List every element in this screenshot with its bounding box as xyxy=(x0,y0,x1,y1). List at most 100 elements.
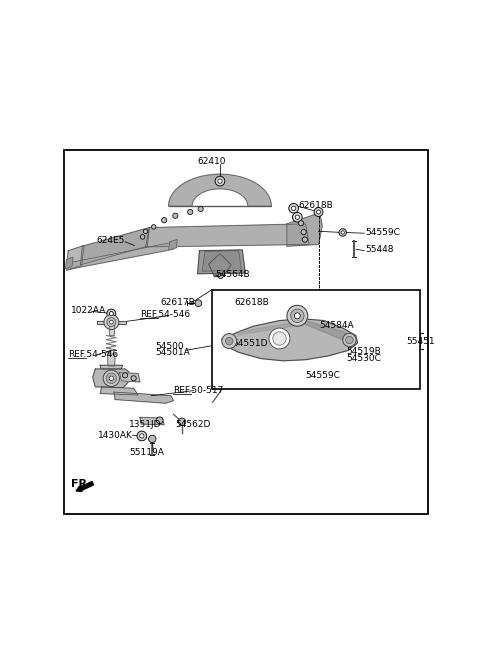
Polygon shape xyxy=(198,250,245,274)
Text: 54501A: 54501A xyxy=(155,348,190,357)
Polygon shape xyxy=(67,246,84,271)
Polygon shape xyxy=(145,224,309,247)
Polygon shape xyxy=(108,354,115,366)
Circle shape xyxy=(301,229,306,235)
Circle shape xyxy=(314,208,323,216)
Circle shape xyxy=(215,176,225,186)
Circle shape xyxy=(287,306,308,327)
Polygon shape xyxy=(100,387,138,395)
Text: 54500: 54500 xyxy=(155,342,183,351)
Circle shape xyxy=(341,231,344,234)
Circle shape xyxy=(339,229,347,236)
Polygon shape xyxy=(222,319,358,361)
Circle shape xyxy=(140,434,144,438)
Text: 54562D: 54562D xyxy=(175,420,211,429)
Polygon shape xyxy=(168,240,177,250)
Text: 54584A: 54584A xyxy=(320,321,354,330)
Circle shape xyxy=(144,229,148,234)
Circle shape xyxy=(107,317,116,327)
Polygon shape xyxy=(81,227,149,265)
Circle shape xyxy=(316,210,321,214)
Circle shape xyxy=(269,328,290,349)
Polygon shape xyxy=(140,417,164,425)
Polygon shape xyxy=(93,369,130,388)
Circle shape xyxy=(289,204,299,213)
Polygon shape xyxy=(202,251,241,271)
Circle shape xyxy=(156,417,163,424)
Polygon shape xyxy=(209,254,231,277)
Circle shape xyxy=(343,333,356,347)
Circle shape xyxy=(104,315,119,330)
Circle shape xyxy=(109,376,114,380)
Text: REF.54-546: REF.54-546 xyxy=(68,350,118,359)
Circle shape xyxy=(292,212,302,222)
Circle shape xyxy=(148,435,156,443)
Polygon shape xyxy=(287,215,322,246)
Text: 54559C: 54559C xyxy=(305,371,340,380)
Text: 54559C: 54559C xyxy=(365,227,400,237)
Text: 54519B: 54519B xyxy=(347,347,381,356)
Circle shape xyxy=(319,371,322,374)
Text: 1430AK: 1430AK xyxy=(98,431,133,440)
Text: FR.: FR. xyxy=(71,480,92,489)
Circle shape xyxy=(198,206,203,212)
Text: 54564B: 54564B xyxy=(216,269,250,279)
Polygon shape xyxy=(114,392,173,403)
Text: 62618B: 62618B xyxy=(234,298,269,307)
Text: 624E5: 624E5 xyxy=(96,236,125,245)
Circle shape xyxy=(226,337,233,345)
Circle shape xyxy=(290,309,304,323)
Circle shape xyxy=(291,206,296,210)
Circle shape xyxy=(109,320,113,324)
Circle shape xyxy=(140,235,145,239)
Circle shape xyxy=(246,296,252,302)
Circle shape xyxy=(173,213,178,218)
Text: 54530C: 54530C xyxy=(347,353,381,363)
Polygon shape xyxy=(168,174,271,206)
Circle shape xyxy=(294,313,300,319)
Circle shape xyxy=(222,334,237,348)
Circle shape xyxy=(302,237,307,242)
Circle shape xyxy=(188,210,193,215)
Polygon shape xyxy=(239,321,305,335)
Text: 62410: 62410 xyxy=(198,157,226,166)
Circle shape xyxy=(137,431,147,441)
Circle shape xyxy=(106,373,117,384)
Circle shape xyxy=(295,215,300,219)
Circle shape xyxy=(152,225,156,229)
Circle shape xyxy=(109,311,113,315)
Circle shape xyxy=(341,338,346,342)
Bar xyxy=(212,290,420,390)
Circle shape xyxy=(103,370,120,386)
Polygon shape xyxy=(305,321,347,340)
Circle shape xyxy=(218,273,223,279)
Circle shape xyxy=(316,369,324,377)
Text: REF.54-546: REF.54-546 xyxy=(140,310,190,319)
Circle shape xyxy=(273,332,286,345)
Text: 62618B: 62618B xyxy=(298,201,333,210)
Text: 55448: 55448 xyxy=(365,246,394,254)
Circle shape xyxy=(346,336,353,344)
Circle shape xyxy=(107,309,116,318)
Circle shape xyxy=(343,344,348,348)
Circle shape xyxy=(162,217,167,223)
Circle shape xyxy=(122,373,128,378)
Text: 1351JD: 1351JD xyxy=(129,420,161,429)
Polygon shape xyxy=(97,321,126,324)
Circle shape xyxy=(109,311,113,315)
Text: 54551D: 54551D xyxy=(232,339,267,348)
Text: 55451: 55451 xyxy=(406,336,434,346)
Text: REF.50-517: REF.50-517 xyxy=(173,386,224,395)
Circle shape xyxy=(218,179,222,183)
Circle shape xyxy=(195,300,202,306)
Circle shape xyxy=(221,340,226,345)
Text: 62617B: 62617B xyxy=(160,298,195,307)
Polygon shape xyxy=(109,324,114,335)
Circle shape xyxy=(299,221,304,226)
Text: 55119A: 55119A xyxy=(129,448,164,457)
Polygon shape xyxy=(168,174,221,206)
Polygon shape xyxy=(100,365,122,369)
Circle shape xyxy=(131,376,136,381)
Polygon shape xyxy=(120,373,140,382)
FancyArrow shape xyxy=(76,482,94,491)
